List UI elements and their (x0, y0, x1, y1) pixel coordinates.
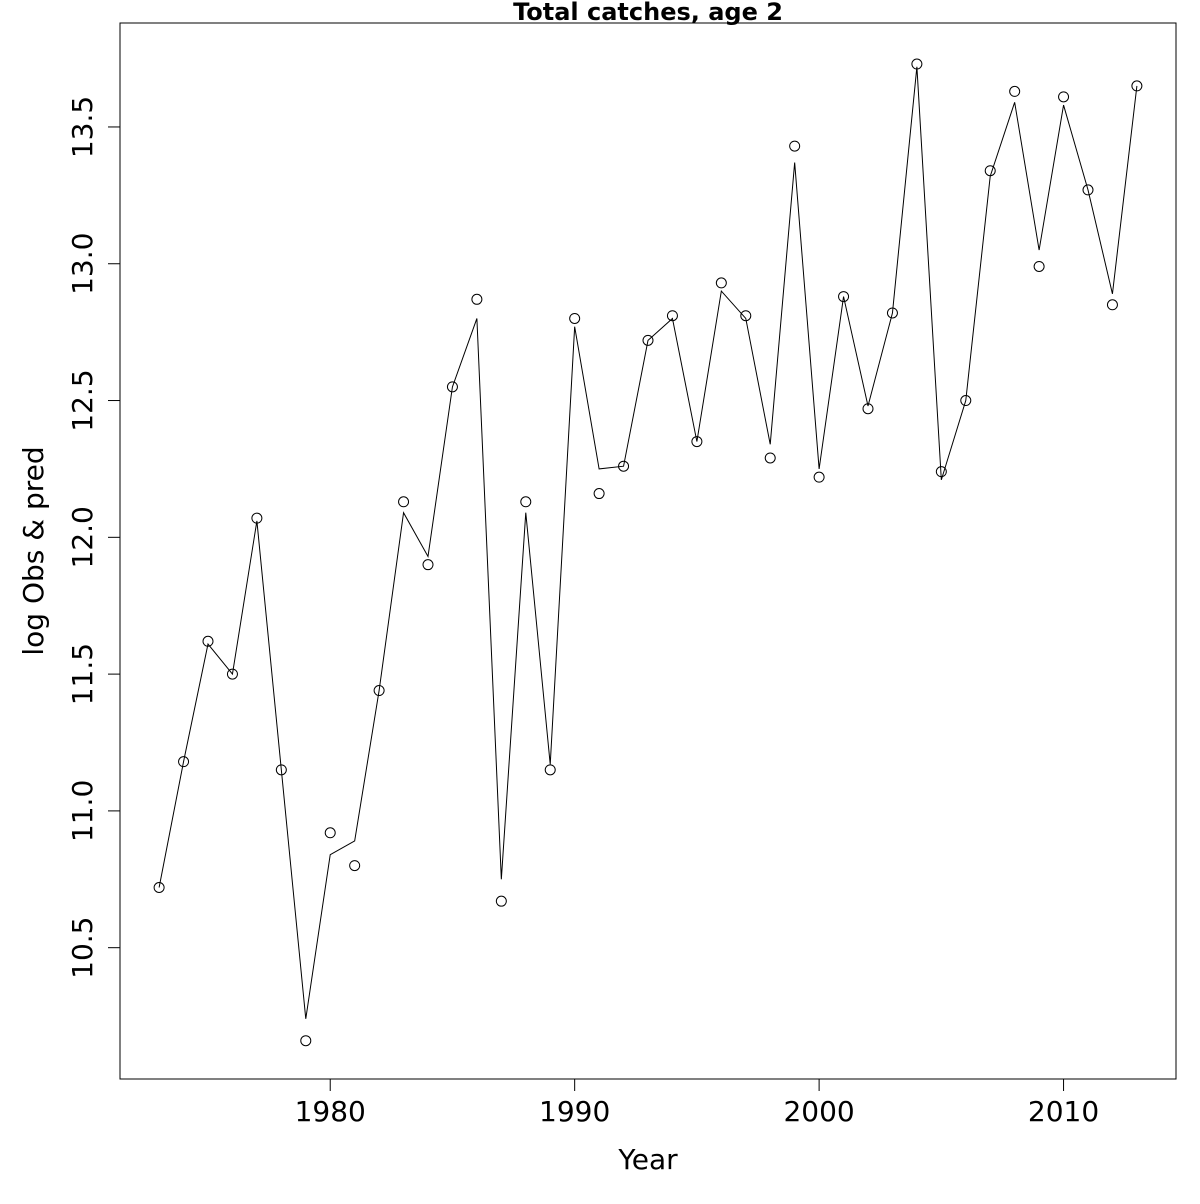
obs-point (618, 460, 630, 472)
y-tick-label: 12.0 (66, 506, 99, 568)
x-tick-label: 2000 (783, 1095, 854, 1128)
obs-point (398, 496, 410, 508)
obs-point (349, 860, 361, 872)
obs-point (446, 381, 458, 393)
obs-point (300, 1035, 312, 1047)
obs-point (1106, 299, 1118, 311)
obs-point (764, 452, 776, 464)
obs-point (1058, 91, 1070, 103)
obs-point (593, 488, 605, 500)
obs-point (495, 895, 507, 907)
y-axis-label: log Obs & pred (17, 446, 50, 655)
obs-point (960, 395, 972, 407)
obs-point (789, 140, 801, 152)
obs-point (838, 291, 850, 303)
obs-point (153, 881, 165, 893)
plot-frame (119, 22, 1177, 1080)
obs-point (178, 756, 190, 768)
obs-point (544, 764, 556, 776)
x-axis-label: Year (617, 1143, 678, 1176)
pred-line (158, 66, 1138, 1019)
obs-point (813, 471, 825, 483)
obs-point (1131, 80, 1143, 92)
x-tick-label: 1980 (295, 1095, 366, 1128)
x-tick-label: 2010 (1028, 1095, 1099, 1128)
y-tick-label: 13.0 (66, 233, 99, 295)
obs-point (569, 312, 581, 324)
obs-point (691, 436, 703, 448)
y-tick-label: 13.5 (66, 96, 99, 158)
obs-point (1033, 260, 1045, 272)
obs-point (715, 277, 727, 289)
obs-point (1009, 85, 1021, 97)
obs-point (471, 293, 483, 305)
y-tick-label: 10.5 (66, 917, 99, 979)
y-tick-label: 12.5 (66, 369, 99, 431)
obs-point (226, 668, 238, 680)
obs-point (324, 827, 336, 839)
obs-point (373, 685, 385, 697)
obs-point (422, 559, 434, 571)
obs-point (642, 334, 654, 346)
chart-title: Total catches, age 2 (513, 0, 783, 26)
y-tick-label: 11.0 (66, 780, 99, 842)
obs-point (1082, 184, 1094, 196)
obs-point (520, 496, 532, 508)
y-tick-label: 11.5 (66, 643, 99, 705)
obs-point (984, 165, 996, 177)
x-tick-label: 1990 (539, 1095, 610, 1128)
